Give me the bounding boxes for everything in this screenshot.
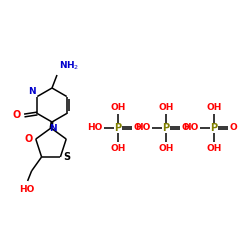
Text: O: O xyxy=(182,124,190,132)
Text: NH$_2$: NH$_2$ xyxy=(59,60,79,72)
Text: HO: HO xyxy=(134,124,150,132)
Text: OH: OH xyxy=(158,144,174,153)
Text: HO: HO xyxy=(182,124,198,132)
Text: OH: OH xyxy=(206,103,222,112)
Text: N: N xyxy=(49,124,57,133)
Text: HO: HO xyxy=(87,124,102,132)
Text: OH: OH xyxy=(110,103,126,112)
Text: O: O xyxy=(134,124,142,132)
Text: O: O xyxy=(12,110,20,120)
Text: HO: HO xyxy=(19,185,34,194)
Text: O: O xyxy=(230,124,238,132)
Text: OH: OH xyxy=(110,144,126,153)
Text: OH: OH xyxy=(206,144,222,153)
Text: P: P xyxy=(114,123,121,133)
Text: OH: OH xyxy=(158,103,174,112)
Text: P: P xyxy=(210,123,218,133)
Text: O: O xyxy=(24,134,33,144)
Text: S: S xyxy=(64,152,70,162)
Text: P: P xyxy=(162,123,170,133)
Text: N: N xyxy=(28,86,35,96)
